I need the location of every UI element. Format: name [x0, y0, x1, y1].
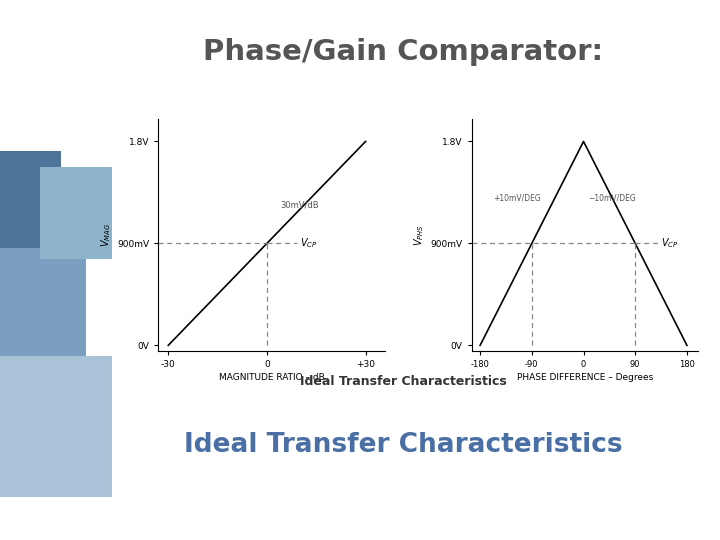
X-axis label: PHASE DIFFERENCE – Degrees: PHASE DIFFERENCE – Degrees	[517, 373, 653, 382]
Text: $V_{CP}$: $V_{CP}$	[661, 237, 678, 251]
Text: Phase/Gain Comparator:: Phase/Gain Comparator:	[203, 38, 603, 66]
Y-axis label: $V_{MAG}$: $V_{MAG}$	[99, 223, 113, 247]
Text: Ideal Transfer Characteristics: Ideal Transfer Characteristics	[184, 432, 623, 458]
Text: $V_{CP}$: $V_{CP}$	[300, 237, 318, 251]
Text: Ideal Transfer Characteristics: Ideal Transfer Characteristics	[300, 375, 507, 388]
X-axis label: MAGNITUDE RATIO – dB: MAGNITUDE RATIO – dB	[219, 373, 325, 382]
Text: 30mV/dB: 30mV/dB	[280, 200, 319, 209]
Text: −10mV/DEG: −10mV/DEG	[588, 193, 636, 202]
Y-axis label: $V_{PHS}$: $V_{PHS}$	[413, 224, 426, 246]
Text: +10mV/DEG: +10mV/DEG	[494, 193, 541, 202]
